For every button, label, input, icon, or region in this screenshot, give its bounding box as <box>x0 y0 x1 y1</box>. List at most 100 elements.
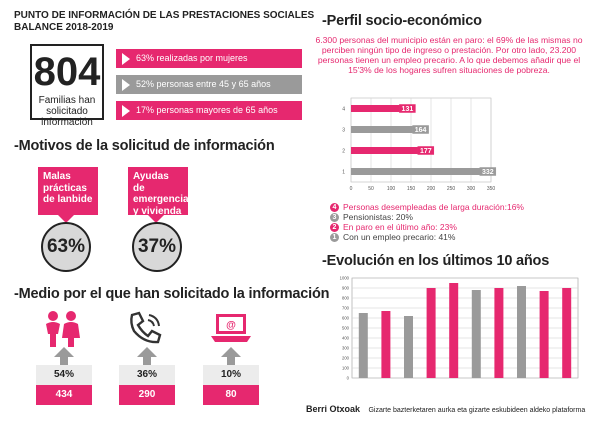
y-tick-label: 2 <box>342 149 345 155</box>
stat-age-45-65-text: 52% personas entre 45 y 65 años <box>136 79 271 89</box>
y-tick-label: 300 <box>342 346 350 351</box>
medio-internet-column: 10% 80 <box>203 347 259 405</box>
y-tick-label: 4 <box>342 107 345 113</box>
y-tick-label: 500 <box>342 326 350 331</box>
evolution-bar-chart: 0 100 200 300 400 500 600 700 800 900 1000 <box>340 276 579 381</box>
arrow-right-icon <box>122 78 130 91</box>
bar <box>351 147 422 154</box>
arrow-up-stem <box>227 357 235 365</box>
bar <box>517 286 526 378</box>
bar <box>351 105 404 112</box>
medio-internet-value: 80 <box>203 385 259 405</box>
motivo-lanbide-percent: 63% <box>41 222 91 272</box>
medio-phone-percent: 36% <box>119 365 175 385</box>
data-label-box <box>412 125 429 134</box>
y-tick-label: 400 <box>342 336 350 341</box>
medio-people-value: 434 <box>36 385 92 405</box>
motivo-ayudas-pointer <box>148 215 164 223</box>
legend-item-recent-unemployed: 2 En paro en el último año: 23% <box>330 222 524 232</box>
x-tick-label: 100 <box>387 186 396 192</box>
y-tick-label: 100 <box>342 366 350 371</box>
arrow-up-icon <box>221 347 241 357</box>
bar <box>351 126 417 133</box>
bar <box>494 288 504 378</box>
legend-item-pensioners: 3 Pensionistas: 20% <box>330 212 524 222</box>
y-tick-label: 1000 <box>340 276 350 281</box>
bar <box>449 283 459 378</box>
header-title: PUNTO DE INFORMACIÓN DE LAS PRESTACIONES… <box>14 10 314 34</box>
footer-brand: Berri Otxoak <box>306 404 361 414</box>
legend-number-badge: 2 <box>330 222 339 232</box>
y-tick-label: 0 <box>347 376 350 381</box>
stat-women-text: 63% realizadas por mujeres <box>136 53 248 63</box>
legend-number-badge: 3 <box>330 212 339 222</box>
motivo-ayudas-percent: 37% <box>132 222 182 272</box>
bar <box>404 316 413 378</box>
arrow-up-icon <box>54 347 74 357</box>
bar <box>471 290 481 378</box>
footer: Berri Otxoak Gizarte bazterketaren aurka… <box>306 399 585 417</box>
stat-bar-over-65: 17% personas mayores de 65 años <box>116 101 302 120</box>
x-tick-label: 150 <box>407 186 416 192</box>
bar <box>539 291 549 378</box>
data-label: 177 <box>420 148 432 155</box>
legend-item-precarious-job: 1 Con un empleo precario: 41% <box>330 232 524 242</box>
y-tick-label: 700 <box>342 306 350 311</box>
medio-phone-column: 36% 290 <box>119 347 175 405</box>
data-label: 164 <box>415 127 427 134</box>
bar <box>562 288 572 378</box>
phone-icon <box>130 311 162 344</box>
header-line-1: PUNTO DE INFORMACIÓN DE LAS PRESTACIONES… <box>14 10 315 21</box>
medio-phone-value: 290 <box>119 385 175 405</box>
arrow-up-icon <box>137 347 157 357</box>
profile-bar-chart: 0 50 100 150 200 250 300 350 131 4 164 3 177 2 332 1 <box>342 97 497 192</box>
legend-text: Pensionistas: 20% <box>343 212 413 222</box>
total-families-number: 804 <box>33 50 101 94</box>
data-label: 332 <box>482 169 494 176</box>
summary-stats: 63% realizadas por mujeres 52% personas … <box>116 49 302 120</box>
header-line-2: BALANCE 2018-2019 <box>14 22 114 33</box>
evolucion-title: -Evolución en los últimos 10 años <box>322 253 550 269</box>
footer-tagline: Gizarte bazterketaren aurka eta gizarte … <box>368 407 586 414</box>
legend-number-badge: 4 <box>330 202 339 212</box>
stat-bar-women: 63% realizadas por mujeres <box>116 49 302 68</box>
y-tick-label: 200 <box>342 356 350 361</box>
y-tick-label: 600 <box>342 316 350 321</box>
y-tick-label: 800 <box>342 296 350 301</box>
x-tick-label: 200 <box>427 186 436 192</box>
data-label: 131 <box>402 106 414 113</box>
y-tick-label: 900 <box>342 286 350 291</box>
x-tick-label: 0 <box>350 186 353 192</box>
people-icon <box>46 311 80 347</box>
x-tick-label: 250 <box>447 186 456 192</box>
medio-title: -Medio por el que han solicitado la info… <box>14 286 330 302</box>
bar <box>351 168 484 175</box>
legend-text: En paro en el último año: 23% <box>343 222 457 232</box>
arrow-right-icon <box>122 52 130 65</box>
perfil-intro: 6.300 personas del municipio están en pa… <box>315 35 583 75</box>
stat-over-65-text: 17% personas mayores de 65 años <box>136 105 278 115</box>
arrow-up-stem <box>60 357 68 365</box>
legend-text: Con un empleo precario: 41% <box>343 232 456 242</box>
svg-text:@: @ <box>226 320 236 331</box>
legend-number-badge: 1 <box>330 232 339 242</box>
y-tick-label: 3 <box>342 128 345 134</box>
data-label-box <box>479 167 496 176</box>
perfil-title: -Perfil socio-económico <box>322 13 482 29</box>
data-label-box <box>399 104 416 113</box>
arrow-right-icon <box>122 104 130 117</box>
total-families-label: Familias han solicitado información <box>38 95 96 128</box>
bar <box>426 288 436 378</box>
x-tick-label: 300 <box>467 186 476 192</box>
stat-bar-age-45-65: 52% personas entre 45 y 65 años <box>116 75 302 94</box>
y-tick-label: 1 <box>342 170 345 176</box>
motivo-lanbide-box: Malas prácticas de lanbide <box>38 167 98 215</box>
legend-text: Personas desempleadas de larga duración:… <box>343 202 524 212</box>
medio-people-percent: 54% <box>36 365 92 385</box>
x-tick-label: 50 <box>368 186 374 192</box>
motivo-lanbide-pointer <box>58 215 74 223</box>
bar <box>381 311 391 378</box>
data-label-box <box>417 146 434 155</box>
medio-internet-percent: 10% <box>203 365 259 385</box>
total-families-box: 804 Familias han solicitado información <box>30 44 104 128</box>
